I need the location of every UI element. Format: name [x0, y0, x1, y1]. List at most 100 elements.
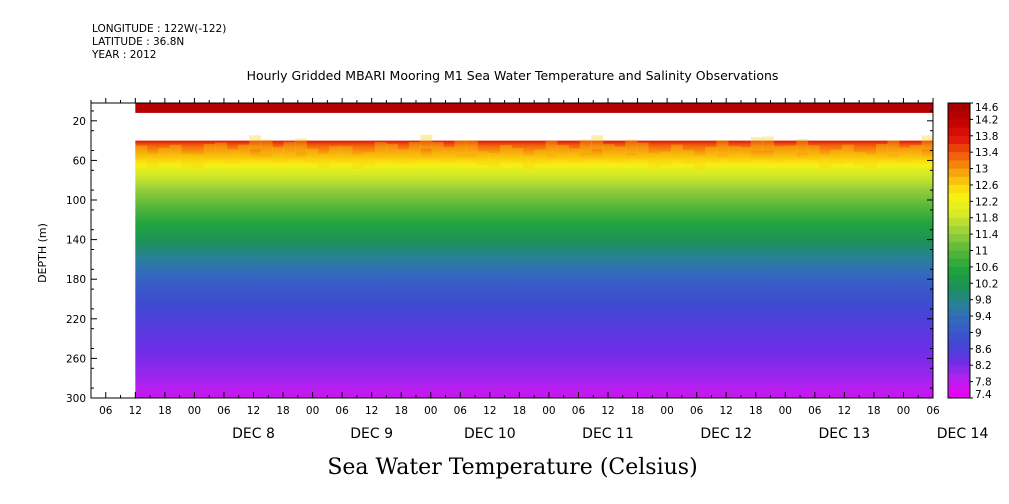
subsurface-field [135, 140, 933, 398]
plot-frame [90, 102, 934, 399]
x-axis-title: Sea Water Temperature (Celsius) [327, 455, 698, 480]
colorbar-swatch [948, 111, 970, 120]
colorbar-label: 10.6 [975, 262, 999, 274]
colorbar-swatch [948, 266, 970, 276]
thermocline-streak [602, 144, 615, 159]
x-hour-label: 12 [129, 405, 142, 417]
colorbar-swatch [948, 381, 970, 391]
colorbar-label: 11.4 [975, 229, 999, 241]
x-day-label: DEC 12 [700, 426, 752, 442]
x-hour-label: 12 [483, 405, 496, 417]
y-tick-label: 140 [66, 235, 86, 247]
colorbar-swatch [948, 348, 970, 358]
thermocline-streak [545, 140, 558, 155]
x-day-label: DEC 10 [464, 426, 516, 442]
thermocline-streak [442, 147, 455, 162]
x-day-label: DEC 13 [819, 426, 871, 442]
thermocline-streak [750, 137, 763, 152]
thermocline-streak [921, 135, 933, 150]
thermocline-streak [158, 147, 171, 162]
colorbar-swatch [948, 332, 970, 342]
x-hour-label: 18 [631, 405, 644, 417]
x-day-label: DEC 8 [232, 426, 275, 442]
colorbar-swatch [948, 242, 970, 251]
colorbar-label: 9 [975, 327, 982, 339]
thermocline-streak [670, 144, 683, 159]
thermocline-streak [294, 138, 307, 153]
x-hour-label: 00 [897, 405, 910, 417]
x-hour-label: 06 [454, 405, 468, 417]
thermocline-streak [579, 139, 592, 154]
x-hour-label: 00 [779, 405, 792, 417]
thermocline-streak [237, 144, 250, 159]
thermocline-streak [317, 153, 330, 168]
x-hour-label: 06 [335, 405, 349, 417]
colorbar-swatch [948, 275, 970, 284]
y-axis-title: DEPTH (m) [36, 223, 49, 283]
colorbar-swatch [948, 283, 970, 292]
x-axis: 06 12 18 00 06 12 18 00 06 12 18 00 06 12 18 00 06 12 18 00… [90, 98, 988, 442]
colorbar-swatch [948, 209, 970, 219]
thermocline-streak [146, 153, 159, 168]
y-tick-label: 20 [73, 116, 86, 128]
colorbar-label: 7.8 [975, 377, 992, 389]
colorbar-label: 10.2 [975, 278, 998, 290]
colorbar-label: 12.6 [975, 180, 999, 192]
thermocline-streak [773, 146, 786, 161]
x-hour-label: 06 [99, 405, 113, 417]
thermocline-streak [431, 141, 444, 156]
thermocline-streak [693, 155, 706, 170]
thermocline-streak [465, 140, 478, 155]
thermocline-streak [636, 142, 649, 157]
thermocline-streak [420, 134, 433, 149]
x-hour-label: 06 [690, 405, 704, 417]
thermocline-streak [762, 136, 775, 151]
thermocline-streak [705, 146, 718, 161]
colorbar-label: 8.2 [975, 360, 992, 372]
colorbar-swatch [948, 291, 970, 301]
thermocline-streak [203, 144, 216, 159]
colorbar-label: 13.8 [975, 131, 998, 143]
thermocline-streak [625, 139, 638, 154]
colorbar-swatch [948, 373, 970, 383]
x-hour-label: 00 [542, 405, 555, 417]
x-hour-label: 18 [749, 405, 762, 417]
thermocline-streak [887, 140, 900, 155]
x-hour-label: 06 [808, 405, 822, 417]
x-day-label: DEC 9 [350, 426, 393, 442]
colorbar-swatch [948, 340, 970, 350]
colorbar-swatch [948, 201, 970, 211]
y-tick-label: 300 [66, 393, 86, 405]
thermocline-streak [226, 149, 239, 164]
thermocline-streak [898, 147, 911, 162]
colorbar-label: 9.8 [975, 295, 992, 307]
colorbar-label: 14.2 [975, 114, 998, 126]
colorbar-swatch [948, 324, 970, 333]
x-hour-label: 12 [720, 405, 733, 417]
thermocline-streak [739, 147, 752, 162]
colorbar-swatch [948, 365, 970, 374]
thermocline-streak [363, 152, 376, 167]
colorbar-swatch [948, 127, 970, 137]
colorbar-swatch [948, 184, 970, 194]
colorbar-swatch [948, 135, 970, 145]
thermocline-streak [454, 140, 467, 155]
thermocline-streak [511, 147, 524, 162]
colorbar-label: 12.2 [975, 196, 998, 208]
thermocline-streak [522, 155, 535, 170]
thermocline-streak [784, 145, 797, 160]
thermocline-streak [477, 151, 490, 166]
thermocline-streak [556, 144, 569, 159]
x-hour-label: 18 [158, 405, 171, 417]
colorbar-swatch [948, 307, 970, 317]
colorbar-swatch [948, 160, 970, 170]
thermocline-streak [499, 145, 512, 160]
x-hour-label: 00 [424, 405, 437, 417]
thermocline-streak [910, 145, 923, 160]
x-hour-label: 00 [306, 405, 319, 417]
x-hour-label: 06 [217, 405, 231, 417]
thermocline-streak [329, 146, 342, 161]
colorbar-swatch [948, 299, 970, 309]
